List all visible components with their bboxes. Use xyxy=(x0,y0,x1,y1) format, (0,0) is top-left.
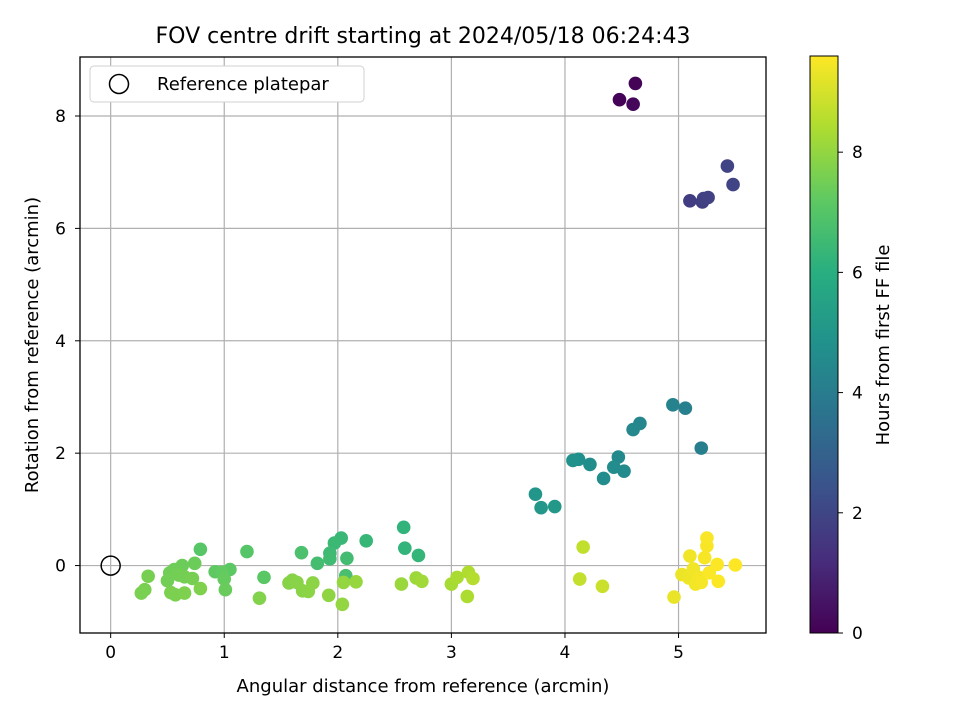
colorbar-ticks: 0 2 4 6 8 xyxy=(838,143,863,644)
y-axis-label: Rotation from reference (arcmin) xyxy=(22,197,43,493)
data-point xyxy=(626,97,640,112)
data-point xyxy=(323,552,337,566)
data-point xyxy=(694,575,709,590)
data-point xyxy=(626,422,640,437)
colorbar: 0 2 4 6 8 Hours from first FF file xyxy=(809,55,894,644)
data-point xyxy=(187,556,202,571)
colorbar-tick-label: 4 xyxy=(852,384,863,404)
data-point xyxy=(583,457,597,472)
x-tick-label: 3 xyxy=(446,643,457,663)
data-point xyxy=(335,597,350,612)
data-point xyxy=(701,190,715,205)
data-point xyxy=(566,453,580,468)
reference-point xyxy=(100,555,121,576)
data-point xyxy=(336,575,351,590)
data-point xyxy=(394,577,409,591)
data-point xyxy=(359,534,374,548)
x-tick-label: 1 xyxy=(219,643,230,663)
data-point xyxy=(396,520,411,535)
x-tick-label: 4 xyxy=(560,643,571,663)
data-point xyxy=(607,460,621,475)
x-tick-label: 0 xyxy=(105,643,116,663)
data-point xyxy=(252,591,267,605)
data-point xyxy=(726,177,740,192)
data-point xyxy=(340,551,354,566)
data-point xyxy=(321,588,336,603)
data-point xyxy=(700,531,714,545)
data-point xyxy=(728,558,743,572)
x-axis-label: Angular distance from reference (arcmin) xyxy=(237,676,610,697)
data-point xyxy=(160,573,175,588)
data-point xyxy=(547,499,562,514)
data-point xyxy=(667,590,681,604)
data-point xyxy=(193,542,208,557)
plot-frame xyxy=(79,56,767,634)
x-tick-label: 5 xyxy=(673,643,684,663)
grid xyxy=(80,57,766,633)
legend-marker-icon xyxy=(108,73,130,95)
data-point xyxy=(185,571,200,586)
colorbar-tick-label: 0 xyxy=(852,624,863,644)
data-point xyxy=(177,586,192,600)
data-point xyxy=(415,574,429,589)
legend: Reference platepar xyxy=(89,65,365,103)
y-tick-label: 8 xyxy=(55,107,66,127)
legend-entry: Reference platepar xyxy=(157,74,329,95)
colorbar-gradient xyxy=(809,55,839,634)
data-point xyxy=(398,541,412,555)
data-point xyxy=(466,571,480,586)
data-point xyxy=(576,540,590,554)
data-point xyxy=(257,570,271,585)
data-point xyxy=(595,579,610,594)
chart-title: FOV centre drift starting at 2024/05/18 … xyxy=(156,24,691,49)
data-point xyxy=(349,575,363,589)
data-point xyxy=(294,545,309,560)
data-point xyxy=(710,557,724,572)
x-tick-label: 2 xyxy=(332,643,343,663)
data-point xyxy=(683,194,697,208)
data-point xyxy=(678,401,693,416)
data-point xyxy=(694,441,709,455)
data-point xyxy=(460,589,475,604)
data-point xyxy=(628,76,643,91)
colorbar-tick-label: 2 xyxy=(852,504,863,524)
data-point xyxy=(450,570,464,585)
x-axis: 0 1 2 3 4 5 xyxy=(105,633,684,663)
y-tick-label: 2 xyxy=(55,444,66,464)
data-point xyxy=(612,92,627,107)
data-points xyxy=(100,76,743,612)
data-point xyxy=(611,450,626,464)
data-point xyxy=(218,582,233,597)
y-axis: 0 2 4 6 8 xyxy=(55,107,80,577)
data-point xyxy=(720,159,735,173)
y-tick-label: 4 xyxy=(55,332,66,352)
data-point xyxy=(528,487,543,501)
data-point xyxy=(711,574,726,589)
colorbar-label: Hours from first FF file xyxy=(873,245,894,446)
y-tick-label: 6 xyxy=(55,219,66,239)
data-point xyxy=(534,500,548,515)
data-point xyxy=(141,569,155,584)
data-point xyxy=(666,398,680,412)
data-point xyxy=(697,550,712,565)
data-point xyxy=(310,556,325,571)
data-point xyxy=(683,549,697,563)
data-point xyxy=(327,536,342,550)
data-point xyxy=(617,464,631,478)
data-point xyxy=(193,581,208,596)
data-point xyxy=(240,544,254,559)
data-point xyxy=(596,471,611,486)
colorbar-tick-label: 8 xyxy=(852,143,863,163)
colorbar-tick-label: 6 xyxy=(852,263,863,283)
y-tick-label: 0 xyxy=(55,557,66,577)
legend-box xyxy=(89,65,365,103)
data-point xyxy=(572,572,587,586)
data-point xyxy=(134,586,149,600)
data-point xyxy=(411,548,426,563)
data-point xyxy=(217,572,232,586)
data-point xyxy=(306,576,320,590)
